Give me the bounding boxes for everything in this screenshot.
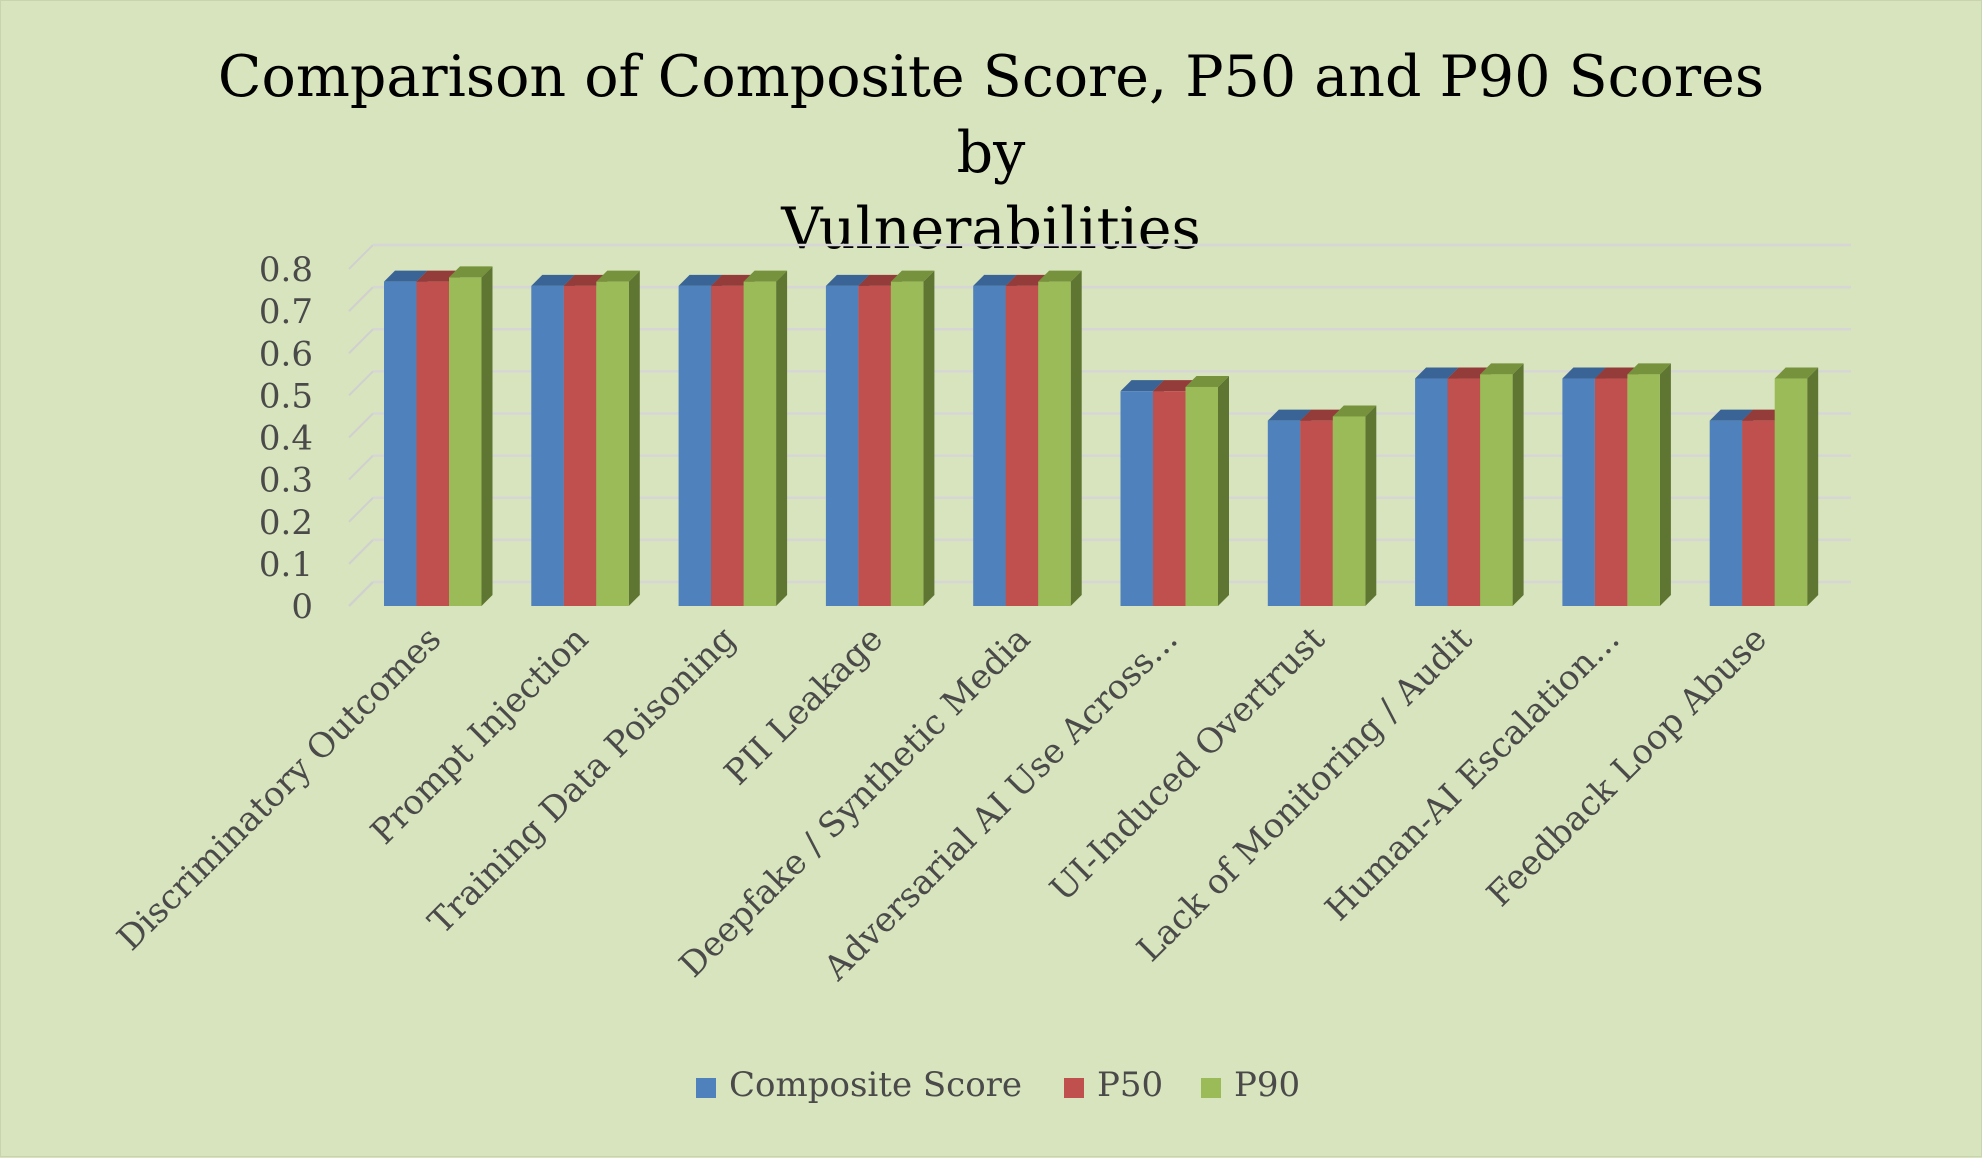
bar <box>1300 420 1333 606</box>
bar-side <box>1070 270 1082 606</box>
gridline-depth <box>348 370 374 397</box>
bar-top <box>531 274 575 286</box>
bar <box>1594 378 1628 606</box>
bar <box>531 285 564 606</box>
bar <box>1185 386 1218 606</box>
bar <box>1774 378 1808 606</box>
y-tick-label: 0.1 <box>259 545 313 585</box>
bar-top <box>678 274 723 286</box>
bar <box>1742 420 1775 606</box>
gridline-depth <box>348 244 374 270</box>
bar-top <box>1038 270 1082 282</box>
gridline-depth <box>348 539 374 565</box>
x-tick-label: Training Data Poisoning <box>421 619 744 942</box>
bar-top <box>596 270 640 282</box>
bar-side <box>628 270 640 606</box>
bar-top <box>1627 363 1671 375</box>
legend-label: P50 <box>1097 1065 1163 1105</box>
bar <box>1038 281 1071 606</box>
y-tick-label: 0 <box>291 587 313 627</box>
bar <box>1709 420 1743 606</box>
bar <box>743 281 777 606</box>
bar <box>858 285 891 606</box>
bar-top <box>384 270 428 282</box>
legend-swatch <box>1064 1078 1084 1098</box>
bar <box>384 281 417 606</box>
bar-side <box>1218 375 1229 606</box>
bar <box>1447 378 1481 606</box>
chart-title: Comparison of Composite Score, P50 and P… <box>201 39 1781 267</box>
bar <box>563 285 597 606</box>
y-tick-label: 0.8 <box>259 250 313 290</box>
chart-title-line-1: Comparison of Composite Score, P50 and P… <box>217 44 1765 186</box>
bar <box>1120 391 1153 606</box>
bar <box>1562 378 1595 606</box>
y-tick-label: 0.7 <box>259 292 313 332</box>
bar-side <box>1512 363 1524 606</box>
bar-top <box>1480 363 1524 375</box>
bar <box>678 285 712 606</box>
x-tick-label: Human-AI Escalation... <box>1318 619 1628 929</box>
bar-top <box>1267 409 1312 421</box>
legend-label: P90 <box>1234 1065 1300 1105</box>
legend-swatch <box>696 1078 716 1098</box>
bar-top <box>1332 405 1377 417</box>
bar-top <box>890 270 935 282</box>
bar <box>1153 391 1186 606</box>
bar-top <box>1415 367 1459 379</box>
x-tick-label: UI-Induced Overtrust <box>1043 619 1334 910</box>
bar-top <box>449 266 493 278</box>
y-tick-label: 0.5 <box>259 376 313 416</box>
gridline-depth <box>348 497 374 523</box>
bar <box>416 281 449 606</box>
bar-side <box>776 270 788 606</box>
bar-top <box>1562 367 1606 379</box>
bar-side <box>923 270 935 606</box>
bar-top <box>825 274 870 286</box>
bar <box>711 285 744 606</box>
gridline-depth <box>348 286 374 312</box>
bar-top <box>1709 409 1754 421</box>
bar-side <box>481 266 493 606</box>
x-tick-label: Feedback Loop Abuse <box>1479 619 1775 915</box>
bar <box>1480 374 1513 606</box>
bar <box>1332 416 1366 606</box>
y-tick-label: 0.4 <box>259 419 313 459</box>
bar <box>890 281 924 606</box>
bar-top <box>1774 367 1819 379</box>
bar-top <box>973 274 1017 286</box>
bar <box>825 285 859 606</box>
gridline-depth <box>348 412 374 439</box>
bar-side <box>1365 405 1377 606</box>
gridline-depth <box>348 454 374 481</box>
y-tick-label: 0.6 <box>259 334 313 374</box>
bar-top <box>1185 375 1229 387</box>
legend-label: Composite Score <box>729 1065 1022 1105</box>
gridline-depth <box>348 328 374 354</box>
bar <box>449 277 482 606</box>
bar <box>1415 378 1448 606</box>
y-tick-label: 0.2 <box>259 503 313 543</box>
floor-depth-line <box>348 581 374 607</box>
legend-swatch <box>1201 1078 1221 1098</box>
bar <box>1627 374 1660 606</box>
y-tick-label: 0.3 <box>259 461 313 501</box>
bar <box>1267 420 1301 606</box>
bar-top <box>1120 380 1164 392</box>
bar <box>973 285 1006 606</box>
bar-top <box>743 270 788 282</box>
bar <box>1005 285 1039 606</box>
chart-title-line-2: Vulnerabilities <box>781 196 1201 262</box>
bar-side <box>1659 363 1671 606</box>
bar <box>596 281 629 606</box>
bar-side <box>1807 367 1819 606</box>
